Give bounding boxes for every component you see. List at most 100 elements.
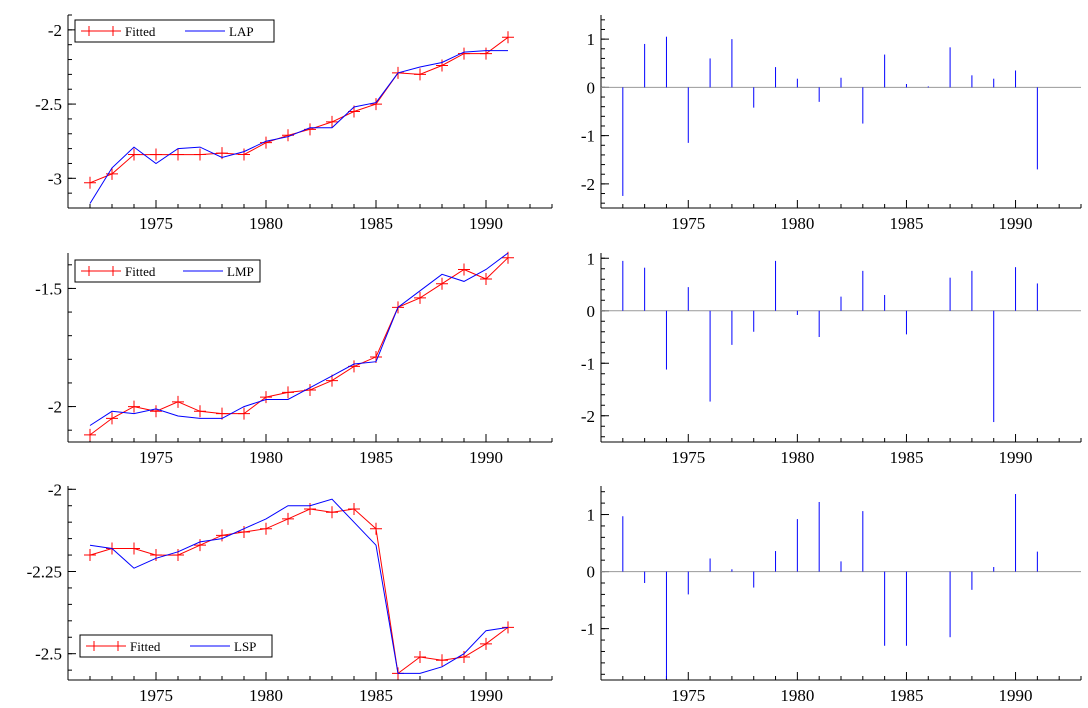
x-tick-label: 1985 <box>359 448 393 467</box>
x-tick-label: 1985 <box>359 686 393 705</box>
fitted-point-marker <box>238 526 250 539</box>
fitted-point-marker <box>370 522 382 535</box>
y-tick-label: -2.5 <box>35 95 62 114</box>
fitted-point-marker <box>260 522 272 535</box>
legend-label-actual: LMP <box>227 264 254 279</box>
legend-label-fitted: Fitted <box>130 639 161 654</box>
fitted-point-marker <box>238 407 250 420</box>
y-tick-label: 0 <box>587 302 596 321</box>
x-tick-label: 1980 <box>249 448 283 467</box>
panel-5: 1975 1980 1985 1990 -2.5 -2.25 -2 Fitted LSP <box>27 480 553 705</box>
fitted-point-marker <box>84 428 96 441</box>
legend-box <box>74 19 275 43</box>
fitted-point-marker <box>304 503 316 516</box>
x-tick-label: 1990 <box>999 214 1033 233</box>
y-tick-label: -3 <box>48 169 62 188</box>
x-tick-label: 1980 <box>780 686 814 705</box>
x-tick-label: 1980 <box>249 686 283 705</box>
fitted-point-marker <box>370 98 382 111</box>
y-tick-label: 0 <box>587 563 596 582</box>
fitted-point-marker <box>480 272 492 285</box>
legend: Fitted LSP <box>79 634 273 658</box>
fitted-point-marker <box>282 386 294 399</box>
legend-marker-fitted <box>89 641 99 651</box>
y-tick-label: -2.25 <box>27 562 62 581</box>
x-tick-label: 1985 <box>889 686 923 705</box>
legend-marker-fitted <box>108 26 118 36</box>
fitted-point-marker <box>414 650 426 663</box>
fitted-point-marker <box>84 549 96 562</box>
fitted-point-marker <box>480 637 492 650</box>
legend-label-fitted: Fitted <box>125 24 156 39</box>
fitted-point-marker <box>436 277 448 290</box>
legend-marker-fitted <box>113 641 123 651</box>
legend: Fitted LMP <box>74 259 261 283</box>
legend-box <box>79 634 273 658</box>
y-tick-label: -1 <box>581 620 595 639</box>
fitted-point-marker <box>150 148 162 161</box>
y-tick-label: 1 <box>587 30 596 49</box>
fitted-point-marker <box>238 148 250 161</box>
y-tick-label: -2.5 <box>35 645 62 664</box>
x-tick-label: 1975 <box>671 214 705 233</box>
legend-marker-fitted <box>84 26 94 36</box>
x-tick-label: 1990 <box>999 448 1033 467</box>
y-tick-label: 1 <box>587 249 596 268</box>
y-tick-label: -1 <box>581 127 595 146</box>
panel-3: 1975 1980 1985 1990 -2 -1.5 Fitted LMP <box>35 251 553 467</box>
legend-marker-fitted <box>108 266 118 276</box>
panel-1: 1975 1980 1985 1990 -3 -2.5 -2 Fitted LAP <box>35 14 553 233</box>
fitted-point-marker <box>128 148 140 161</box>
fitted-point-marker <box>502 31 514 44</box>
x-tick-label: 1985 <box>359 214 393 233</box>
fitted-point-marker <box>326 115 338 128</box>
fitted-point-marker <box>106 412 118 425</box>
y-tick-label: -2 <box>48 21 62 40</box>
x-tick-label: 1975 <box>671 448 705 467</box>
fitted-point-marker <box>414 291 426 304</box>
panel-6: 1975 1980 1985 1990 -1 0 1 <box>581 486 1082 705</box>
x-tick-label: 1985 <box>889 448 923 467</box>
y-tick-label: -1.5 <box>35 279 62 298</box>
y-tick-label: -1 <box>581 354 595 373</box>
x-tick-label: 1990 <box>469 686 503 705</box>
legend-label-actual: LSP <box>234 639 256 654</box>
panel-4: 1975 1980 1985 1990 -2 -1 0 1 <box>581 249 1082 467</box>
x-tick-label: 1990 <box>469 448 503 467</box>
x-tick-label: 1990 <box>999 686 1033 705</box>
fitted-point-marker <box>172 395 184 408</box>
y-tick-label: -2 <box>581 407 595 426</box>
series-line-lmp <box>89 252 509 426</box>
x-tick-label: 1975 <box>139 448 173 467</box>
fitted-point-marker <box>414 68 426 81</box>
fitted-point-marker <box>84 176 96 189</box>
fitted-point-marker <box>216 529 228 542</box>
fitted-point-marker <box>194 405 206 418</box>
fitted-point-marker <box>326 374 338 387</box>
legend-box <box>74 259 261 283</box>
fitted-point-marker <box>194 539 206 552</box>
fitted-point-marker <box>458 650 470 663</box>
fitted-point-marker <box>502 621 514 634</box>
x-tick-label: 1990 <box>469 214 503 233</box>
fitted-point-marker <box>458 263 470 276</box>
series-line-lsp <box>89 498 509 674</box>
legend-label-fitted: Fitted <box>125 264 156 279</box>
series-line-lap <box>89 50 508 204</box>
fitted-point-marker <box>282 512 294 525</box>
fitted-point-marker <box>150 405 162 418</box>
fitted-point-marker <box>216 407 228 420</box>
series-line-fitted <box>89 257 509 436</box>
legend-label-actual: LAP <box>229 24 254 39</box>
fitted-point-marker <box>326 506 338 519</box>
fitted-point-marker <box>502 251 514 264</box>
fitted-point-marker <box>436 654 448 667</box>
y-tick-label: -2 <box>48 398 62 417</box>
x-tick-label: 1980 <box>249 214 283 233</box>
x-tick-label: 1985 <box>889 214 923 233</box>
x-tick-label: 1975 <box>671 686 705 705</box>
fitted-point-marker <box>194 148 206 161</box>
fitted-point-marker <box>128 542 140 555</box>
y-tick-label: -2 <box>581 175 595 194</box>
